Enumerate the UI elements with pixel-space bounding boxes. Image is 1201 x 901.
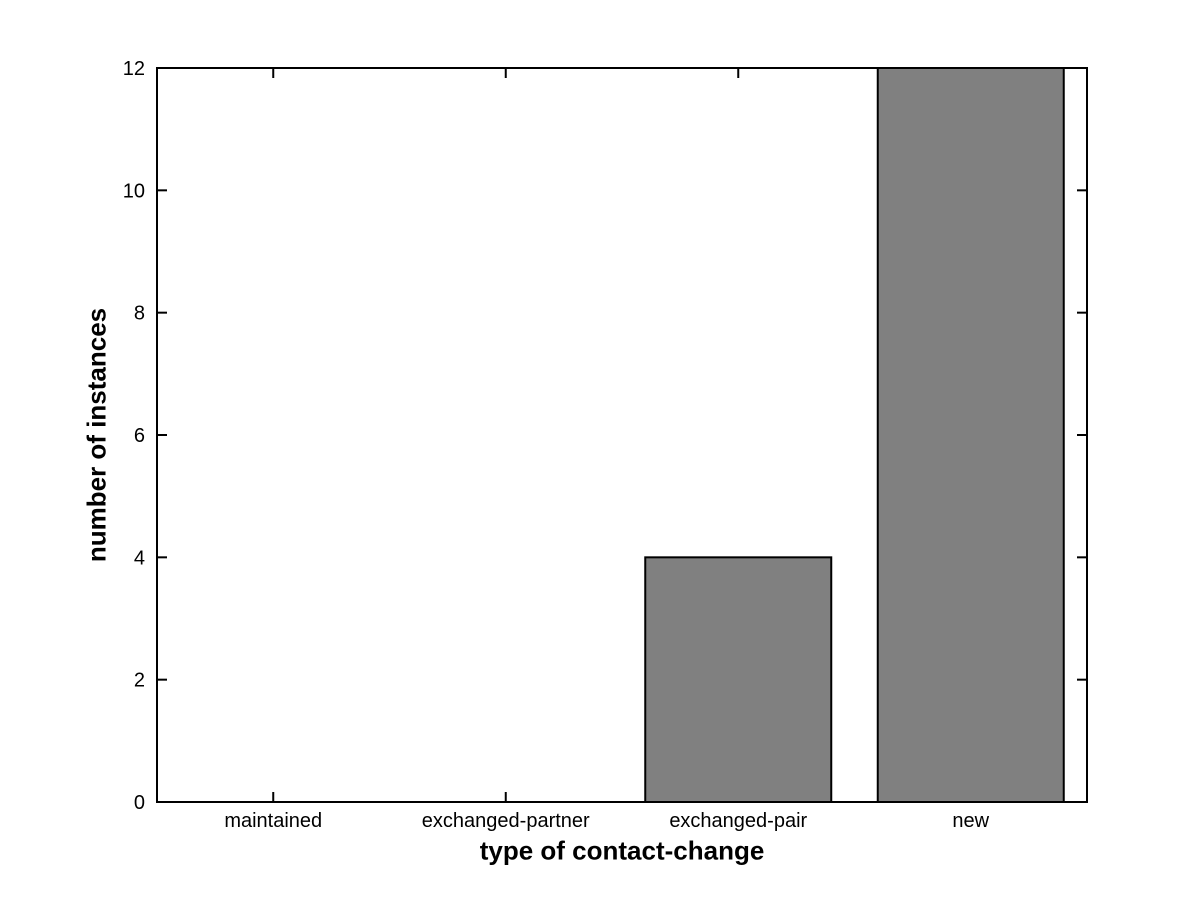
y-tick-label: 2 <box>134 670 145 692</box>
y-tick-label: 6 <box>134 425 145 447</box>
y-tick-label: 8 <box>134 303 145 325</box>
y-tick-label: 10 <box>123 180 145 202</box>
y-tick-label: 12 <box>123 58 145 80</box>
bar-new <box>876 67 1065 803</box>
x-tick-label: new <box>952 810 989 832</box>
x-tick-label: exchanged-pair <box>669 810 807 832</box>
y-tick-label: 0 <box>134 792 145 814</box>
x-tick-label: exchanged-partner <box>422 810 590 832</box>
y-axis-label: number of instances <box>81 307 112 563</box>
y-tick-label: 4 <box>134 547 145 569</box>
bar-exchanged-pair <box>644 556 833 803</box>
x-tick-label: maintained <box>224 810 322 832</box>
x-axis-label: type of contact-change <box>479 835 765 866</box>
